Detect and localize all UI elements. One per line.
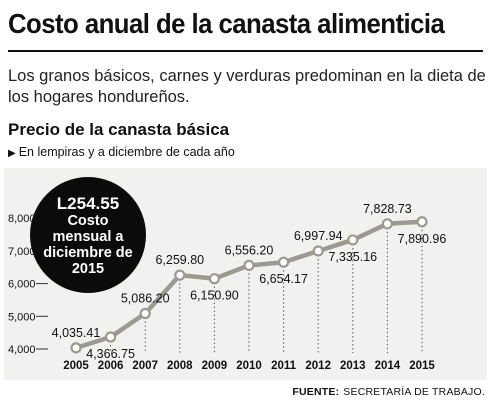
data-point — [416, 216, 428, 228]
monthly-cost-badge: L254.55 Costo mensual a diciembre de 201… — [30, 177, 146, 293]
price-line-chart: 4,000 5,000 6,000 7,000 8,000 4,035.41 4,366.7… — [8, 202, 447, 372]
data-label: 4,035.41 — [52, 326, 101, 340]
data-point — [174, 269, 186, 281]
data-label: 4,366.75 — [86, 347, 135, 361]
x-tick-label: 2006 — [98, 360, 124, 372]
data-label: 5,086.20 — [121, 291, 170, 305]
data-label: 6,259.80 — [155, 253, 204, 267]
data-point — [243, 259, 255, 272]
chart-subtitle-text: En lempiras y a diciembre de cada año — [18, 145, 235, 159]
y-tick-label: 8,000 — [8, 213, 36, 225]
chart-subtitle: ▶ En lempiras y a diciembre de cada año — [8, 145, 235, 159]
data-label: 7,828.73 — [363, 202, 412, 216]
data-label: 7,890.96 — [398, 232, 447, 246]
data-label: 6,997.94 — [294, 229, 343, 243]
triangle-bullet-icon: ▶ — [8, 148, 16, 159]
x-tick-label: 2009 — [202, 360, 228, 372]
y-tick-label: 6,000 — [8, 279, 36, 291]
data-point — [381, 218, 393, 230]
data-label: 6,654.17 — [259, 272, 308, 286]
source-note: FUENTE: SECRETARÍA DE TRABAJO. — [292, 386, 485, 398]
source-text: SECRETARÍA DE TRABAJO. — [343, 386, 485, 398]
y-tick-label: 7,000 — [8, 246, 36, 258]
x-tick-label: 2008 — [167, 360, 193, 372]
badge-amount: L254.55 — [56, 193, 120, 213]
x-tick-label: 2005 — [63, 360, 89, 372]
y-tick-label: 4,000 — [8, 344, 36, 356]
x-tick-label: 2013 — [340, 360, 366, 372]
data-point — [208, 273, 220, 285]
data-point — [278, 256, 290, 268]
page-title: Costo anual de la canasta alimenticia — [8, 8, 445, 39]
data-point — [312, 245, 324, 257]
page-subtitle: Los granos básicos, carnes y verduras pr… — [8, 67, 486, 106]
data-point — [347, 234, 359, 246]
chart-title: Precio de la canasta básica — [8, 120, 230, 139]
x-tick-label: 2015 — [409, 360, 435, 372]
data-label: 6,556.20 — [225, 243, 274, 257]
data-point — [104, 331, 117, 343]
y-tick-label: 5,000 — [8, 311, 36, 323]
x-tick-label: 2012 — [305, 360, 331, 372]
data-point — [70, 342, 82, 354]
x-tick-label: 2011 — [271, 360, 297, 372]
title-divider — [8, 50, 483, 52]
x-tick-label: 2007 — [132, 360, 158, 372]
x-tick-label: 2010 — [236, 360, 262, 372]
badge-text: Costo mensual a diciembre de 2015 — [43, 212, 133, 277]
source-label: FUENTE: — [292, 386, 340, 398]
x-tick-label: 2014 — [375, 360, 401, 372]
data-label: 7,335.16 — [328, 250, 377, 264]
data-label: 6,150.90 — [190, 289, 239, 303]
data-point — [139, 307, 151, 320]
